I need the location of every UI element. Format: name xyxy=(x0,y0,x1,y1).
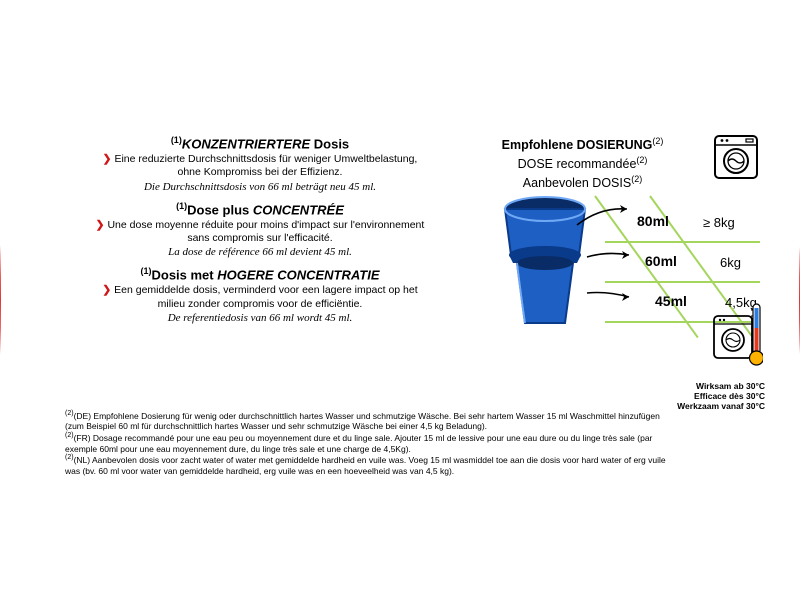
dose-ml-1: 60ml xyxy=(645,253,677,269)
sup-1: (1) xyxy=(171,135,182,145)
temp-nl: Werkzaam vanaf 30°C xyxy=(677,401,765,411)
grid-line xyxy=(605,241,760,243)
heading-de-strong: KONZENTRIERTERE xyxy=(182,136,310,151)
bullet-fr-text: Une dose moyenne réduite pour moins d'im… xyxy=(107,219,424,244)
chevron-icon: ❯ xyxy=(102,284,111,296)
heading-de-post: Dosis xyxy=(314,136,349,151)
italic-fr: La dose de référence 66 ml devient 45 ml… xyxy=(90,246,430,258)
dose-ml-0: 80ml xyxy=(637,213,669,229)
decorative-edge-right xyxy=(770,0,800,600)
sup-2: (2) xyxy=(65,454,74,461)
heading-fr: (1)Dose plus CONCENTRÉE xyxy=(90,201,430,217)
sup-2: (2) xyxy=(652,136,663,146)
footnote-nl: (NL) Aanbevolen dosis voor zacht water o… xyxy=(65,455,666,476)
footnote-fr: (FR) Dosage recommandé pour une eau peu … xyxy=(65,433,652,454)
bullet-nl: ❯Een gemiddelde dosis, verminderd voor e… xyxy=(90,284,430,310)
heading-fr-pre: Dose plus xyxy=(187,202,249,217)
sup-1: (1) xyxy=(140,266,151,276)
dosage-title-fr: DOSE recommandée xyxy=(518,157,637,171)
dosage-title-de: Empfohlene DOSIERUNG xyxy=(502,138,653,152)
measuring-cup-icon xyxy=(495,195,595,325)
sup-2: (2) xyxy=(65,432,74,439)
italic-de: Die Durchschnittsdosis von 66 ml beträgt… xyxy=(90,181,430,193)
grid-line xyxy=(605,281,760,283)
heading-de: (1)KONZENTRIERTERE Dosis xyxy=(90,135,430,151)
heading-nl-strong: HOGERE CONCENTRATIE xyxy=(217,267,379,282)
dose-kg-0: ≥ 8kg xyxy=(703,215,735,230)
sup-2: (2) xyxy=(631,174,642,184)
heading-nl: (1)Dosis met HOGERE CONCENTRATIE xyxy=(90,266,430,282)
bullet-fr: ❯Une dose moyenne réduite pour moins d'i… xyxy=(90,219,430,245)
dose-kg-1: 6kg xyxy=(720,255,741,270)
bullet-de-text: Eine reduzierte Durchschnittsdosis für w… xyxy=(114,153,417,178)
dose-ml-2: 45ml xyxy=(655,293,687,309)
decorative-edge-left xyxy=(0,0,30,600)
sup-2: (2) xyxy=(636,155,647,165)
temp-fr: Efficace dès 30°C xyxy=(694,391,765,401)
washing-machine-temp-icon xyxy=(711,300,763,380)
temperature-text: Wirksam ab 30°C Efficace dès 30°C Werkza… xyxy=(660,381,765,412)
heading-fr-strong: CONCENTRÉE xyxy=(253,202,344,217)
dosage-titles: Empfohlene DOSIERUNG(2) DOSE recommandée… xyxy=(495,135,670,192)
bullet-nl-text: Een gemiddelde dosis, verminderd voor ee… xyxy=(114,284,418,309)
heading-nl-pre: Dosis met xyxy=(151,267,213,282)
footnotes: (2)(DE) Empfohlene Dosierung für wenig o… xyxy=(65,410,670,476)
chevron-icon: ❯ xyxy=(96,219,105,231)
washing-machine-icon xyxy=(712,133,760,181)
sup-2: (2) xyxy=(65,410,74,417)
italic-nl: De referentiedosis van 66 ml wordt 45 ml… xyxy=(90,312,430,324)
concentrate-text-block: (1)KONZENTRIERTERE Dosis ❯Eine reduziert… xyxy=(90,135,430,332)
temp-de: Wirksam ab 30°C xyxy=(696,381,765,391)
footnote-de: (DE) Empfohlene Dosierung für wenig oder… xyxy=(65,411,660,432)
bullet-de: ❯Eine reduzierte Durchschnittsdosis für … xyxy=(90,153,430,179)
chevron-icon: ❯ xyxy=(103,153,112,165)
sup-1: (1) xyxy=(176,201,187,211)
dosage-title-nl: Aanbevolen DOSIS xyxy=(523,176,631,190)
dosage-panel: Empfohlene DOSIERUNG(2) DOSE recommandée… xyxy=(435,135,760,192)
